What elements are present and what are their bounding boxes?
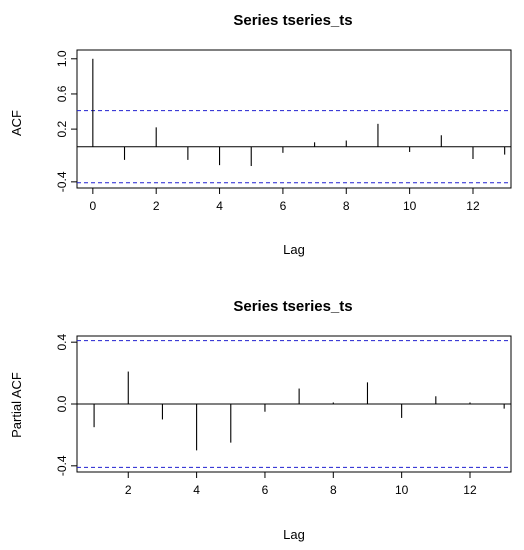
acf-x-tick-label: 8 xyxy=(343,199,350,213)
acf-marks xyxy=(77,58,511,184)
pacf-x-ticks: 2 4 6 8 10 12 xyxy=(125,472,477,497)
acf-x-axis-label: Lag xyxy=(283,242,305,257)
acf-y-tick-label: 0.2 xyxy=(55,120,69,137)
pacf-panel: Series tseries_ts 2 4 6 8 10 12 -0.4 0.0 0.4 La… xyxy=(9,298,512,542)
pacf-y-tick-label: 0.4 xyxy=(55,334,69,351)
acf-x-tick-label: 6 xyxy=(280,199,287,213)
acf-x-tick-label: 0 xyxy=(89,199,96,213)
pacf-y-ticks: -0.4 0.0 0.4 xyxy=(55,334,77,476)
acf-x-tick-label: 4 xyxy=(216,199,223,213)
pacf-y-tick-label: -0.4 xyxy=(55,455,69,476)
acf-chart-title: Series tseries_ts xyxy=(233,12,352,29)
pacf-y-axis-label: Partial ACF xyxy=(9,372,24,438)
pacf-x-tick-label: 10 xyxy=(395,483,409,497)
acf-y-tick-label: -0.4 xyxy=(55,171,69,192)
pacf-marks xyxy=(77,340,511,468)
pacf-chart-title: Series tseries_ts xyxy=(233,298,352,315)
acf-y-tick-label: 0.6 xyxy=(55,85,69,102)
acf-y-ticks: -0.4 0.2 0.6 1.0 xyxy=(55,50,77,192)
acf-plot-frame xyxy=(76,49,512,189)
acf-y-axis-label: ACF xyxy=(9,110,24,136)
pacf-x-tick-label: 8 xyxy=(330,483,337,497)
pacf-x-tick-label: 4 xyxy=(193,483,200,497)
pacf-x-tick-label: 2 xyxy=(125,483,132,497)
acf-x-tick-label: 10 xyxy=(403,199,417,213)
acf-panel: Series tseries_ts 0 2 4 6 8 10 12 -0.4 0.2 0.6 1.… xyxy=(9,12,512,257)
acf-x-tick-label: 2 xyxy=(153,199,160,213)
pacf-x-axis-label: Lag xyxy=(283,527,305,542)
pacf-x-tick-label: 6 xyxy=(262,483,269,497)
acf-x-ticks: 0 2 4 6 8 10 12 xyxy=(89,188,480,213)
acf-y-tick-label: 1.0 xyxy=(55,50,69,67)
acf-x-tick-label: 12 xyxy=(466,199,480,213)
pacf-y-tick-label: 0.0 xyxy=(55,395,69,412)
pacf-x-tick-label: 12 xyxy=(463,483,477,497)
